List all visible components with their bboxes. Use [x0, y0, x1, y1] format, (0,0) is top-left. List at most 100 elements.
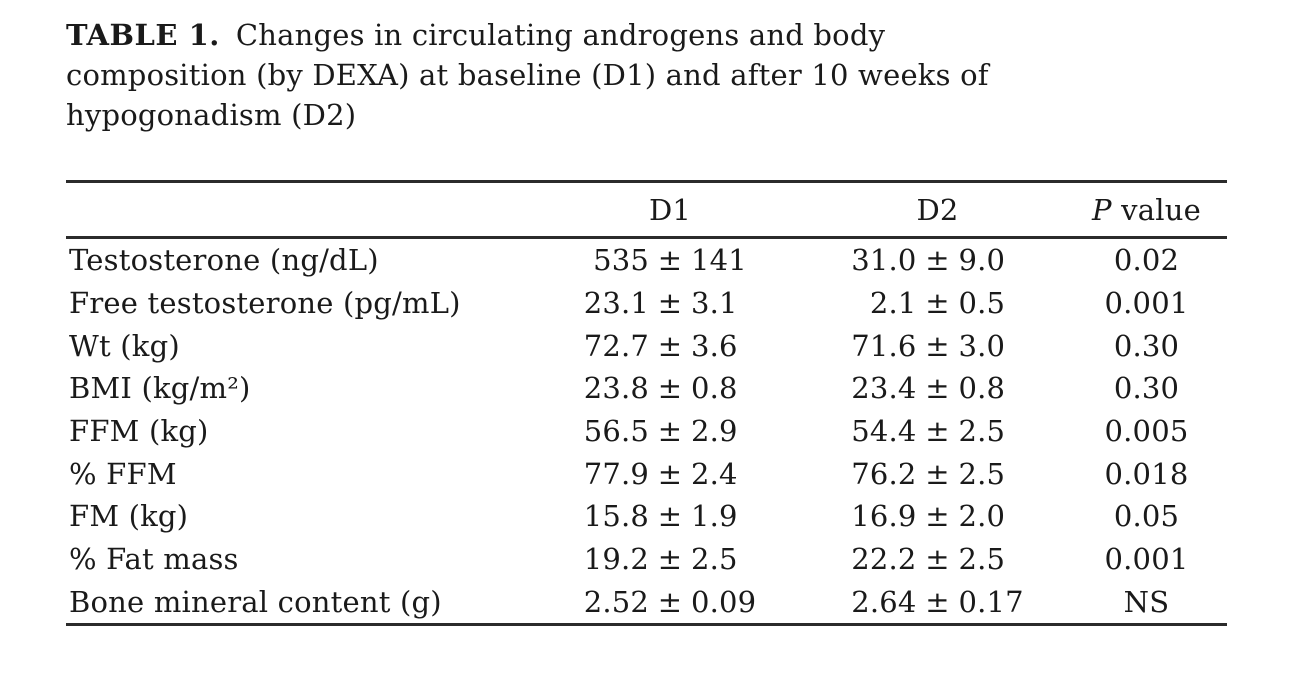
- row-label: FFM (kg): [69, 414, 209, 449]
- d1-mean: 72.7: [583, 328, 650, 363]
- d1-value: 19.2 ±2.5: [531, 538, 809, 581]
- column-header-empty: [66, 181, 531, 239]
- d2-mean: 76.2: [851, 456, 917, 491]
- d2-mean: 2.64: [851, 584, 917, 619]
- d2-mean: 23.4: [851, 371, 917, 406]
- p-value: NS: [1123, 584, 1170, 619]
- d2-value: 2.1 ±0.5: [809, 282, 1066, 325]
- plus-minus: ±: [657, 414, 683, 449]
- header-row: D1 D2 P value: [66, 181, 1227, 239]
- table-caption: TABLE 1. Changes in circulating androgens…: [66, 15, 1186, 135]
- table-row: BMI (kg/m²) 23.8 ±0.8 23.4 ±0.8 0.30: [66, 367, 1227, 410]
- plus-minus: ±: [925, 371, 950, 406]
- plus-minus: ±: [657, 499, 683, 534]
- d2-sd: 2.5: [958, 456, 1006, 491]
- d1-sd: 3.6: [690, 328, 738, 363]
- plus-minus: ±: [657, 286, 683, 321]
- d2-sd: 3.0: [958, 328, 1006, 363]
- plus-minus: ±: [925, 414, 950, 449]
- d2-sd: 0.8: [958, 371, 1006, 406]
- d1-mean: 23.1: [583, 286, 650, 321]
- d1-mean: 56.5: [583, 414, 650, 449]
- d1-sd: 1.9: [690, 499, 738, 534]
- d1-value: 56.5 ±2.9: [531, 410, 809, 453]
- d1-sd: 2.4: [690, 456, 738, 491]
- d1-mean: 2.52: [583, 584, 650, 619]
- plus-minus: ±: [657, 243, 683, 278]
- p-value: 0.001: [1104, 286, 1189, 321]
- d1-sd: 2.5: [690, 542, 738, 577]
- d2-value: 22.2 ±2.5: [809, 538, 1066, 581]
- d2-sd: 2.5: [958, 414, 1006, 449]
- plus-minus: ±: [925, 286, 950, 321]
- caption-text-1: Changes in circulating androgens and bod…: [235, 18, 886, 52]
- table-row: Bone mineral content (g) 2.52 ±0.09 2.64 ±…: [66, 581, 1227, 625]
- row-label: Wt (kg): [69, 328, 180, 363]
- table-row: % FFM 77.9 ±2.4 76.2 ±2.5 0.018: [66, 452, 1227, 495]
- row-label: FM (kg): [69, 499, 189, 534]
- d2-value: 54.4 ±2.5: [809, 410, 1066, 453]
- p-value: 0.02: [1113, 243, 1180, 278]
- d1-sd: 0.8: [690, 371, 738, 406]
- row-label: % Fat mass: [69, 542, 239, 577]
- d2-mean: 71.6: [851, 328, 917, 363]
- p-value: 0.05: [1113, 499, 1180, 534]
- d2-sd: 0.17: [958, 584, 1024, 619]
- caption-line-3: hypogonadism (D2): [66, 98, 357, 132]
- table-row: % Fat mass 19.2 ±2.5 22.2 ±2.5 0.001: [66, 538, 1227, 581]
- table-row: FM (kg) 15.8 ±1.9 16.9 ±2.0 0.05: [66, 495, 1227, 538]
- results-table: D1 D2 P value Testosterone (ng/dL) 535 ±1…: [66, 180, 1227, 627]
- p-italic: P: [1092, 192, 1112, 227]
- row-label: Bone mineral content (g): [69, 584, 442, 619]
- d1-value: 72.7 ±3.6: [531, 324, 809, 367]
- caption-line-2: composition (by DEXA) at baseline (D1) a…: [66, 58, 989, 92]
- d2-value: 2.64 ±0.17: [809, 581, 1066, 625]
- d2-mean: 16.9: [851, 499, 917, 534]
- plus-minus: ±: [925, 243, 950, 278]
- d2-sd: 2.5: [958, 542, 1006, 577]
- p-value: 0.30: [1113, 371, 1180, 406]
- d1-sd: 141: [690, 243, 747, 278]
- plus-minus: ±: [925, 584, 950, 619]
- d2-value: 23.4 ±0.8: [809, 367, 1066, 410]
- d2-mean: 22.2: [851, 542, 917, 577]
- d1-sd: 0.09: [690, 584, 757, 619]
- p-value: 0.001: [1104, 542, 1189, 577]
- plus-minus: ±: [925, 456, 950, 491]
- table-row: Wt (kg) 72.7 ±3.6 71.6 ±3.0 0.30: [66, 324, 1227, 367]
- d1-mean: 535: [593, 243, 650, 278]
- table-number-label: TABLE 1.: [66, 18, 220, 52]
- d2-value: 71.6 ±3.0: [809, 324, 1066, 367]
- p-value: 0.018: [1104, 456, 1189, 491]
- plus-minus: ±: [657, 456, 683, 491]
- row-label: Free testosterone (pg/mL): [69, 286, 461, 321]
- d2-mean: 31.0: [851, 243, 917, 278]
- d2-value: 16.9 ±2.0: [809, 495, 1066, 538]
- d2-mean: 54.4: [851, 414, 917, 449]
- d1-value: 535 ±141: [531, 238, 809, 282]
- d1-value: 23.8 ±0.8: [531, 367, 809, 410]
- d1-value: 23.1 ±3.1: [531, 282, 809, 325]
- d1-sd: 2.9: [690, 414, 738, 449]
- plus-minus: ±: [657, 542, 683, 577]
- d2-sd: 2.0: [958, 499, 1006, 534]
- plus-minus: ±: [925, 328, 950, 363]
- d1-value: 77.9 ±2.4: [531, 452, 809, 495]
- column-header-d1: D1: [531, 181, 809, 239]
- d1-mean: 23.8: [583, 371, 650, 406]
- plus-minus: ±: [925, 542, 950, 577]
- plus-minus: ±: [925, 499, 950, 534]
- d1-sd: 3.1: [690, 286, 738, 321]
- row-label: % FFM: [69, 456, 177, 491]
- table-row: FFM (kg) 56.5 ±2.9 54.4 ±2.5 0.005: [66, 410, 1227, 453]
- d2-value: 76.2 ±2.5: [809, 452, 1066, 495]
- plus-minus: ±: [657, 371, 683, 406]
- table-row: Testosterone (ng/dL) 535 ±141 31.0 ±9.0 0.…: [66, 238, 1227, 282]
- column-header-p-value: P value: [1066, 181, 1227, 239]
- d1-value: 15.8 ±1.9: [531, 495, 809, 538]
- row-label: BMI (kg/m²): [69, 371, 251, 406]
- d2-sd: 9.0: [958, 243, 1006, 278]
- d1-mean: 77.9: [583, 456, 650, 491]
- row-label: Testosterone (ng/dL): [69, 243, 379, 278]
